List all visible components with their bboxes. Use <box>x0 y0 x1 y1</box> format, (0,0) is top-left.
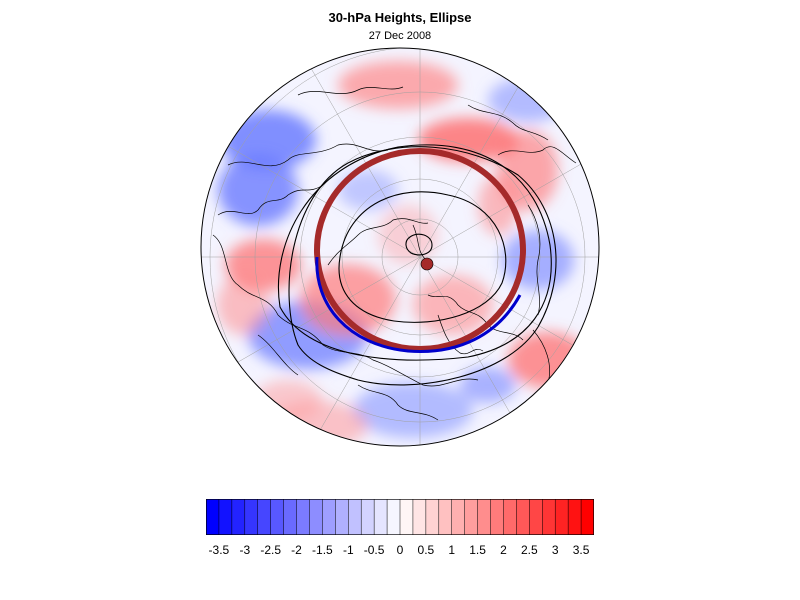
colorbar-tick-label: 0.5 <box>417 543 435 557</box>
anomaly-patch <box>300 264 396 336</box>
colorbar-tick-label: -1.5 <box>312 543 333 557</box>
colorbar-cell <box>412 499 427 535</box>
map-border <box>200 47 600 447</box>
colorbar-tick-label: -1 <box>342 543 354 557</box>
colorbar-cell <box>322 499 336 535</box>
anomaly-patch <box>220 110 316 170</box>
colorbar-outline <box>206 499 594 535</box>
colorbar-tick-label: 0 <box>396 543 404 557</box>
colorbar-tick-label: -2.5 <box>260 543 282 557</box>
colorbar-tick-label: 1.5 <box>469 543 486 557</box>
anomaly-patch <box>217 275 269 335</box>
anomaly-patch <box>218 154 298 226</box>
colorbar-cell <box>516 499 530 535</box>
colorbar-cell <box>554 499 569 535</box>
colorbar-cell <box>335 499 349 535</box>
colorbar-cell <box>309 499 323 535</box>
colorbar-cell <box>477 499 492 535</box>
colorbar-cell <box>425 499 440 535</box>
contour-1 <box>338 191 507 323</box>
colorbar-cell <box>464 499 479 535</box>
colorbar-cell <box>542 499 556 535</box>
colorbar-cell <box>529 499 543 535</box>
plot-date: 27 Dec 2008 <box>368 30 432 42</box>
contour-inner <box>405 233 433 256</box>
colorbar <box>206 499 594 535</box>
anomaly-patch <box>378 205 438 265</box>
colorbar-cell <box>218 499 233 535</box>
colorbar-cell <box>231 499 246 535</box>
colorbar-tick-label: 3.5 <box>572 543 590 557</box>
anomaly-patch <box>338 61 458 109</box>
colorbar-labels: -3.5 -3 -2.5 -2 -1.5 -1 -0.5 0 0.5 1 1.5 2 2.5 3 3.5 <box>0 543 800 563</box>
meridian-line <box>201 126 421 258</box>
colorbar-tick-label: -2 <box>291 543 302 557</box>
colorbar-tick-label: 3 <box>551 543 559 557</box>
height-contours <box>277 144 557 386</box>
colorbar-cell <box>206 499 220 535</box>
colorbar-cell <box>567 499 582 535</box>
colorbar-cell <box>503 499 517 535</box>
anomaly-patch <box>460 367 516 403</box>
colorbar-cell <box>360 499 375 535</box>
plot-title: 30-hPa Heights, Ellipse <box>328 10 472 25</box>
colorbar-tick-label: 2 <box>500 543 507 557</box>
colorbar-cell <box>490 499 505 535</box>
ellipse-inner <box>315 256 522 354</box>
colorbar-cell <box>438 499 453 535</box>
colorbar-cell <box>257 499 272 535</box>
meridian-line <box>419 126 599 258</box>
colorbar-cell <box>451 499 466 535</box>
colorbar-cell <box>580 499 594 535</box>
colorbar-cell <box>373 499 388 535</box>
ellipse-outer <box>314 148 526 352</box>
colorbar-cell <box>270 499 285 535</box>
anomaly-patch <box>413 275 493 335</box>
colorbar-cell <box>399 499 414 535</box>
colorbar-tick-label: -3 <box>239 543 251 557</box>
colorbar-cell <box>386 499 401 535</box>
colorbar-tick-label: 2.5 <box>520 543 538 557</box>
polar-map <box>200 47 600 447</box>
colorbar-cell <box>296 499 311 535</box>
anomaly-patch <box>338 170 398 210</box>
anomaly-patch <box>478 175 518 235</box>
ellipse-overlay <box>314 148 526 354</box>
ellipse-center <box>420 257 434 271</box>
colorbar-cell <box>283 499 298 535</box>
anomaly-patch <box>353 382 473 438</box>
colorbar-tick-label: 1 <box>448 543 456 557</box>
colorbar-cell <box>348 499 362 535</box>
colorbar-tick-label: -0.5 <box>363 543 385 557</box>
colorbar-cell <box>244 499 259 535</box>
contour-3 <box>288 146 557 386</box>
anomaly-patch <box>254 380 322 420</box>
colorbar-tick-label: -3.5 <box>208 543 230 557</box>
meridian-line <box>289 48 421 258</box>
